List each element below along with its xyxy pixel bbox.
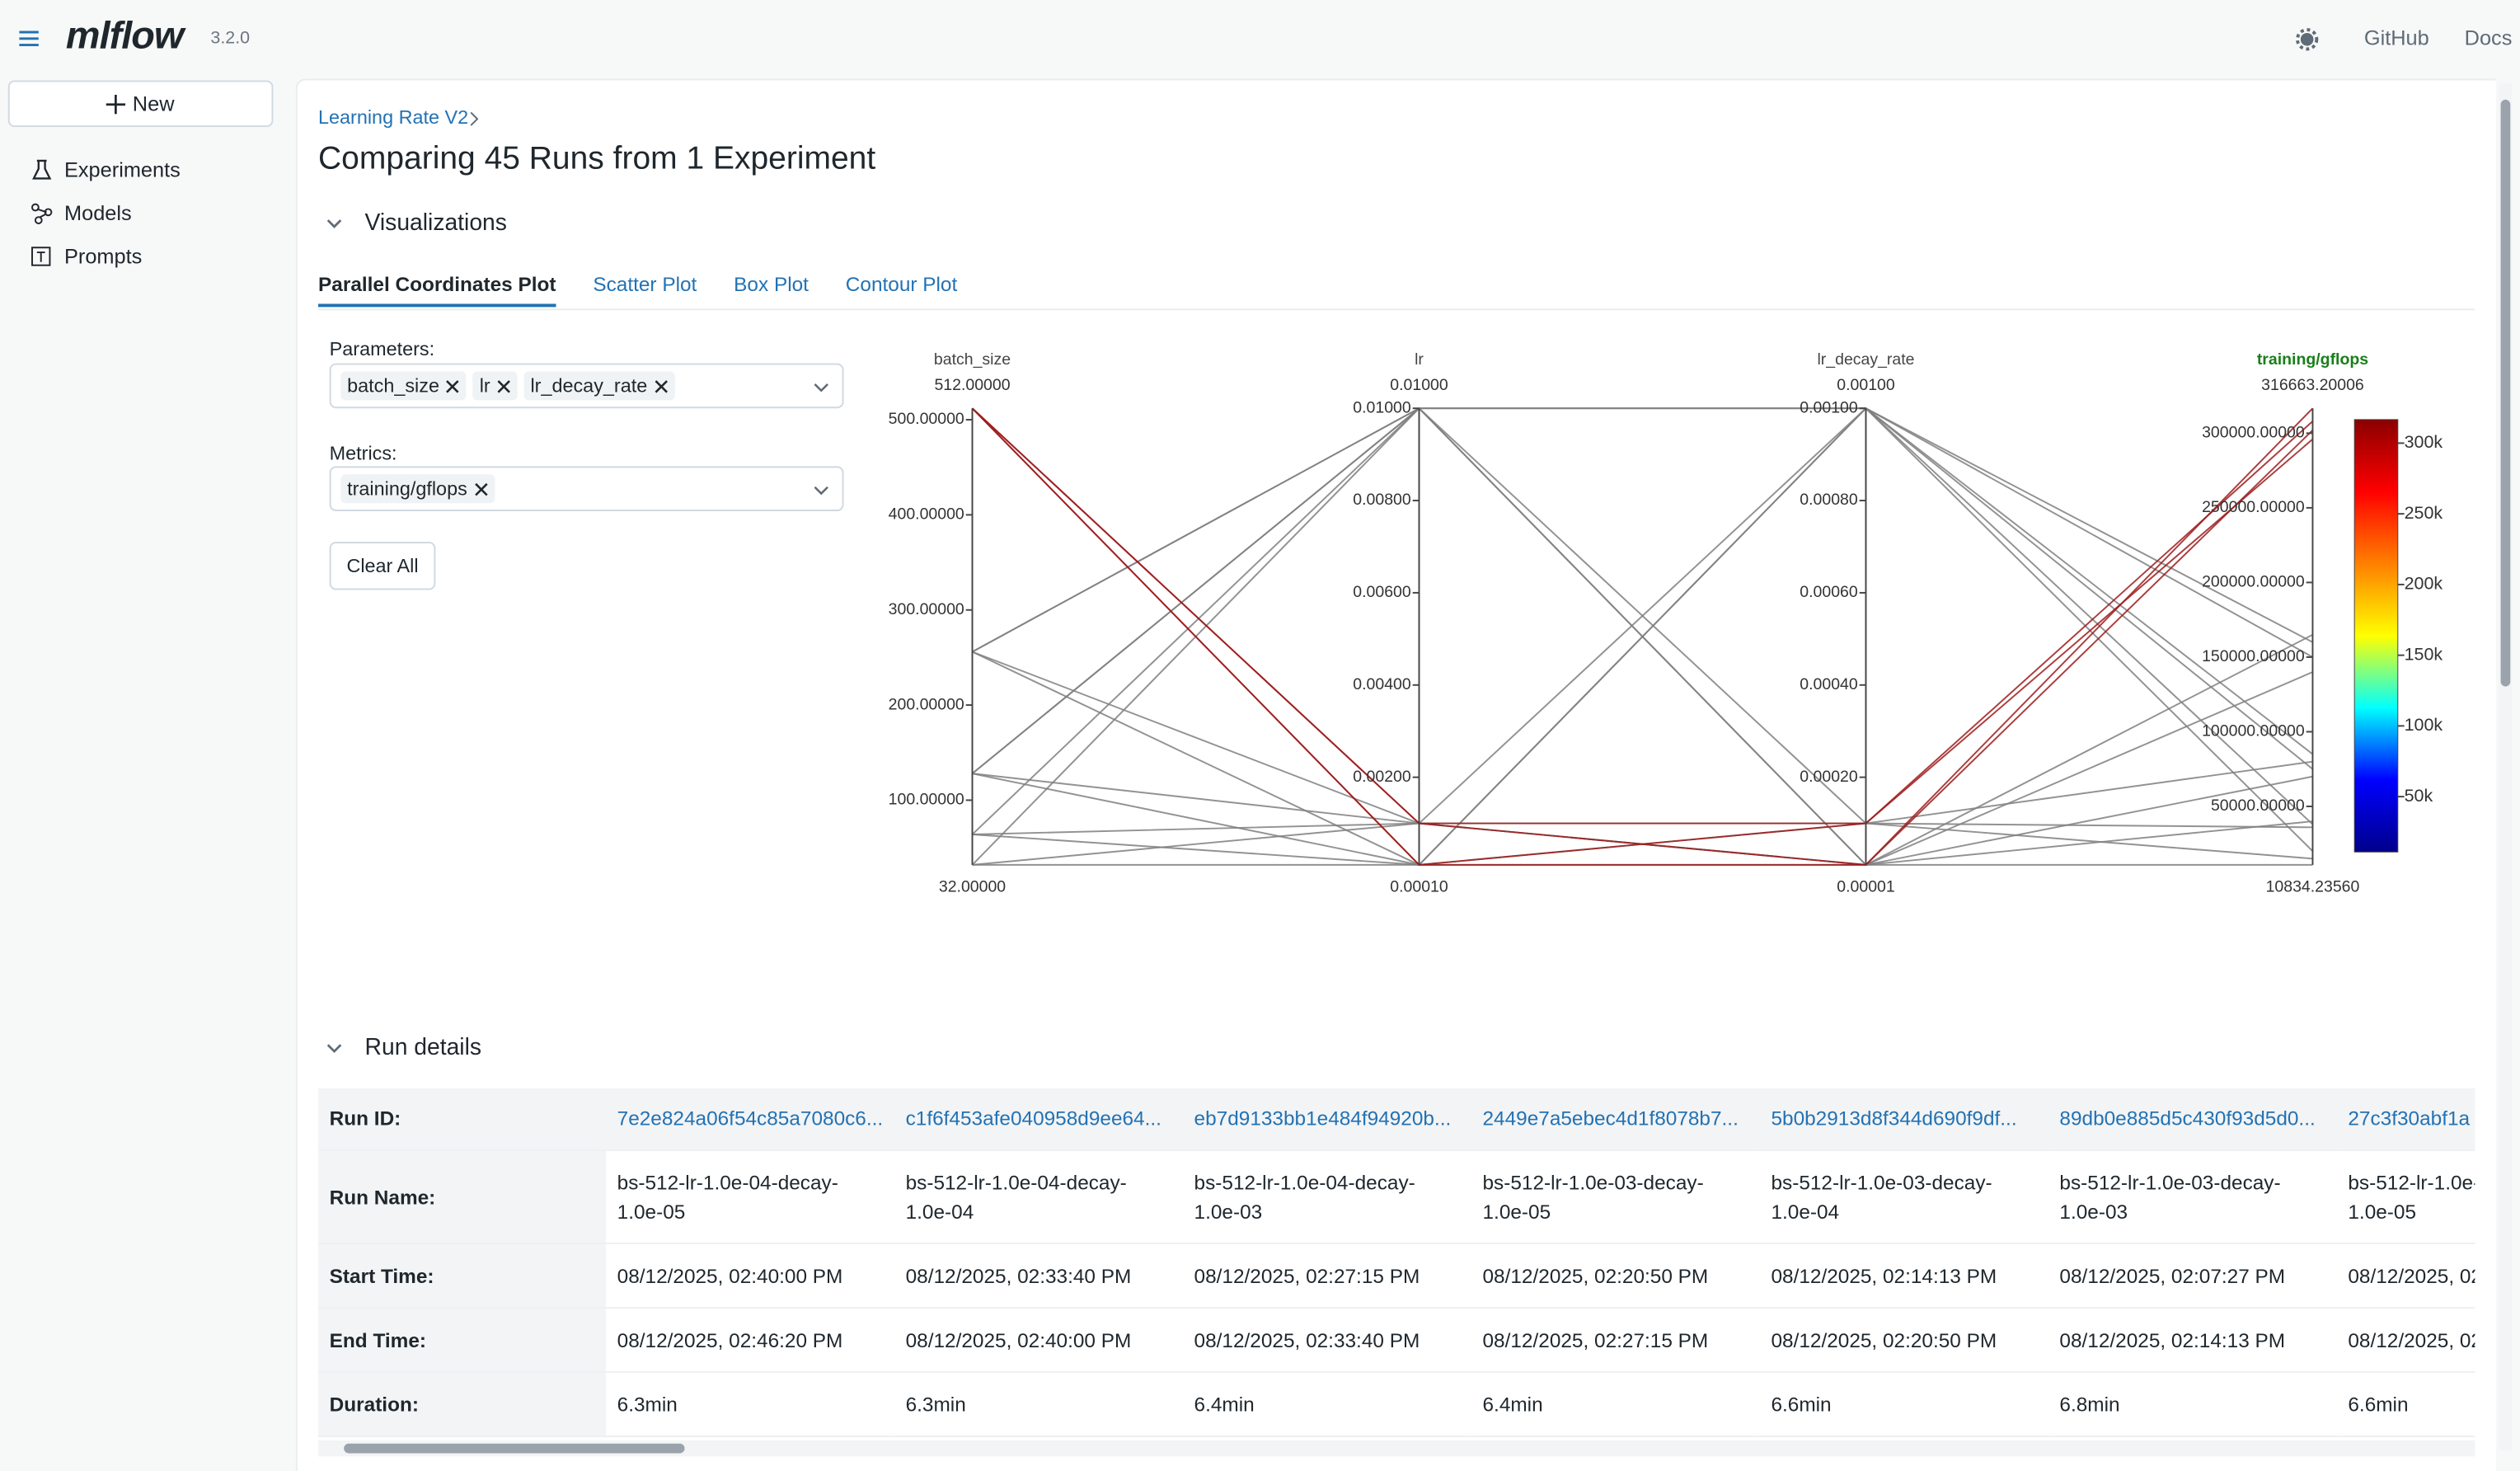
tab[interactable]: Parallel Coordinates Plot xyxy=(318,273,556,308)
run-id-link[interactable]: eb7d9133bb1e484f94920b... xyxy=(1182,1088,1471,1151)
tab-divider xyxy=(318,308,2475,311)
cell-value: bs-512-lr-1.0e-04-decay-1.0e-04 xyxy=(894,1151,1183,1244)
cell-value: bs-512-lr-1.0e-02-decay-1.0e-05 xyxy=(2336,1151,2475,1244)
nav-icons xyxy=(31,159,53,266)
dropdown-arrow[interactable] xyxy=(813,381,828,394)
version: 3.2.0 xyxy=(210,29,251,49)
tab[interactable]: Scatter Plot xyxy=(593,273,697,296)
cell-value: 6.6min xyxy=(1759,1373,2048,1437)
chip-remove[interactable] xyxy=(474,482,489,496)
cell-value: 08/12/2025, 02:40:00 PM xyxy=(605,1244,894,1309)
cell-value: bs-512-lr-1.0e-04-decay-1.0e-03 xyxy=(1182,1151,1471,1244)
chip-remove[interactable] xyxy=(654,378,669,393)
cell-value: 08/12/2025, 02:14:13 PM xyxy=(1759,1244,2048,1309)
dropdown-arrow[interactable] xyxy=(813,484,828,497)
chip: batch_size xyxy=(340,371,467,401)
plus-icon xyxy=(106,94,127,114)
collapse-icon[interactable] xyxy=(325,217,344,233)
row-label: End Time: xyxy=(318,1308,606,1373)
cell-value: 08/12/2025, 02:14:13 PM xyxy=(2048,1309,2337,1373)
clear-button[interactable]: Clear All xyxy=(329,542,436,590)
cell-value: 6.4min xyxy=(1182,1373,1471,1437)
new-label: New xyxy=(132,92,175,116)
run-id-link[interactable]: 2449e7a5ebec4d1f8078b7... xyxy=(1471,1088,1760,1151)
cell-value: 08/12/2025, 02:20:50 PM xyxy=(1759,1309,2048,1373)
header-links: GitHub Docs xyxy=(2364,26,2513,49)
parameters-label: Parameters: xyxy=(329,337,435,360)
chip: training/gflops xyxy=(340,474,495,504)
chip-label: lr_decay_rate xyxy=(530,374,648,397)
row-label: Start Time: xyxy=(318,1243,606,1309)
cell-value: bs-512-lr-1.0e-03-decay-1.0e-04 xyxy=(1759,1151,2048,1244)
cell-value: bs-512-lr-1.0e-04-decay-1.0e-05 xyxy=(605,1151,894,1244)
nav-item[interactable]: Prompts xyxy=(63,244,143,269)
nav-item[interactable]: Experiments xyxy=(63,157,181,182)
tab[interactable]: Box Plot xyxy=(734,273,809,296)
logo[interactable]: mlflow xyxy=(65,14,184,59)
cell-value: 6.6min xyxy=(2336,1373,2475,1437)
cell-value: 08/12/2025, 02:40:00 PM xyxy=(894,1309,1183,1373)
tab[interactable]: Contour Plot xyxy=(845,273,958,296)
section-heading[interactable]: Run details xyxy=(364,1035,481,1061)
header-link[interactable]: Docs xyxy=(2464,26,2513,50)
metrics-select[interactable]: training/gflops xyxy=(329,466,844,511)
cell-value: 6.3min xyxy=(605,1373,894,1437)
row-label: Duration: xyxy=(318,1372,606,1437)
row-label: Run ID: xyxy=(318,1088,606,1151)
run-id-link[interactable]: c1f6f453afe040958d9ee64... xyxy=(894,1088,1183,1151)
header-link[interactable]: GitHub xyxy=(2363,26,2429,50)
chip: lr_decay_rate xyxy=(523,371,675,401)
cell-value: 08/12/2025, 02:27:15 PM xyxy=(1471,1309,1760,1373)
chip: lr xyxy=(472,371,518,401)
new-button[interactable]: New xyxy=(7,80,274,128)
breadcrumb[interactable]: Learning Rate V2 xyxy=(318,106,469,129)
metrics-label: Metrics: xyxy=(329,442,397,465)
cell-value: 08/12/2025, 02:20:50 PM xyxy=(1471,1244,1760,1309)
run-id-link[interactable]: 5b0b2913d8f344d690f9df... xyxy=(1759,1088,2048,1151)
chip-label: training/gflops xyxy=(347,477,467,501)
chip-label: lr xyxy=(479,374,490,397)
nav-item[interactable]: Models xyxy=(63,200,132,225)
h-scrollbar[interactable] xyxy=(318,1440,2475,1457)
menu-icon[interactable] xyxy=(17,27,40,49)
cell-value: 08/12/2025, 02:07:27 PM xyxy=(2048,1244,2337,1309)
cell-value: 08/12/2025, 02:33:40 PM xyxy=(1182,1309,1471,1373)
breadcrumb-chevron xyxy=(470,111,479,126)
run-grid: Run ID: 7e2e824a06f54c85a7080c6... c1f6f45… xyxy=(318,1088,2475,1437)
cell-value: 08/12/2025, 02:46:20 PM xyxy=(605,1309,894,1373)
cell-value: bs-512-lr-1.0e-03-decay-1.0e-05 xyxy=(1471,1151,1760,1244)
chip-remove[interactable] xyxy=(446,378,461,393)
section-heading[interactable]: Visualizations xyxy=(364,210,507,237)
cell-value: 08/12/2025, 02:27:15 PM xyxy=(1182,1244,1471,1309)
chip-remove[interactable] xyxy=(497,378,512,393)
row-label: Run Name: xyxy=(318,1150,606,1244)
cell-value: bs-512-lr-1.0e-03-decay-1.0e-03 xyxy=(2048,1151,2337,1244)
run-id-link[interactable]: 7e2e824a06f54c85a7080c6... xyxy=(605,1088,894,1151)
cell-value: 6.4min xyxy=(1471,1373,1760,1437)
chip-label: batch_size xyxy=(347,374,439,397)
run-table: Run ID: 7e2e824a06f54c85a7080c6... c1f6f45… xyxy=(318,1088,2475,1439)
cell-value: 08/12/2025, 02:00:50 PM xyxy=(2336,1244,2475,1309)
cell-value: 6.3min xyxy=(894,1373,1183,1437)
tabs: Parallel Coordinates Plot Scatter Plot Box… xyxy=(318,273,958,308)
v-scrollbar[interactable] xyxy=(2499,83,2513,1450)
cell-value: 08/12/2025, 02:07:27 PM xyxy=(2336,1309,2475,1373)
cell-value: 6.8min xyxy=(2048,1373,2337,1437)
page-title: Comparing 45 Runs from 1 Experiment xyxy=(318,141,876,177)
collapse-icon[interactable] xyxy=(325,1041,344,1057)
theme-icon[interactable] xyxy=(2295,27,2319,51)
parameters-select[interactable]: batch_size lr lr_decay_rate xyxy=(329,363,844,409)
cell-value: 08/12/2025, 02:33:40 PM xyxy=(894,1244,1183,1309)
run-id-link[interactable]: 27c3f30abf1a xyxy=(2336,1088,2475,1151)
run-id-link[interactable]: 89db0e885d5c430f93d5d0... xyxy=(2048,1088,2337,1151)
